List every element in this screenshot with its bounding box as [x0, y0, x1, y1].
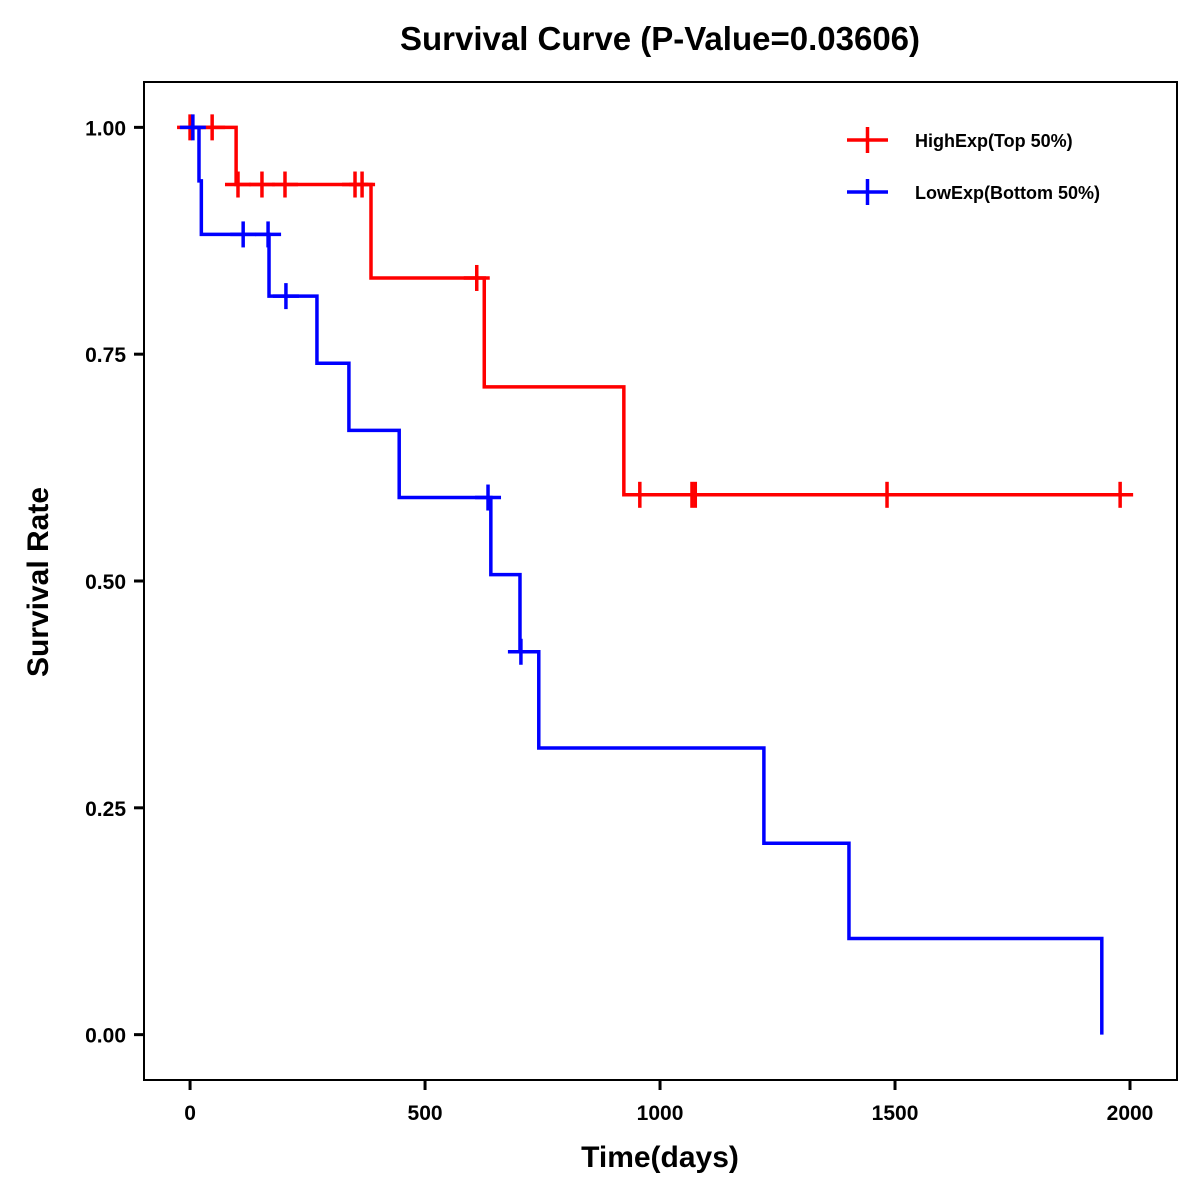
y-tick-label: 1.00 — [85, 117, 126, 140]
censor-mark — [271, 171, 298, 198]
y-tick-label: 0.75 — [85, 344, 126, 367]
legend-key-icon — [847, 179, 888, 205]
x-tick-label: 0 — [184, 1102, 196, 1125]
series-highexp — [177, 114, 1134, 508]
censor-mark — [1107, 481, 1134, 508]
censor-mark — [230, 221, 257, 248]
legend: HighExp(Top 50%) LowExp(Bottom 50%) — [847, 127, 1100, 205]
censor-mark — [874, 481, 901, 508]
legend-key-icon — [847, 127, 888, 153]
censor-mark — [255, 221, 282, 248]
x-axis: 0 500 1000 1500 2000 — [184, 1080, 1153, 1125]
legend-item: LowExp(Bottom 50%) — [847, 179, 1100, 205]
x-tick-label: 1000 — [637, 1102, 684, 1125]
x-tick-label: 1500 — [872, 1102, 919, 1125]
series-layer — [177, 114, 1134, 1035]
censor-mark — [349, 171, 376, 198]
legend-label: HighExp(Top 50%) — [915, 131, 1073, 151]
series-lowexp — [179, 114, 1104, 1035]
censor-mark — [224, 171, 251, 198]
x-axis-title: Time(days) — [581, 1141, 739, 1174]
legend-item: HighExp(Top 50%) — [847, 127, 1073, 153]
censor-mark — [507, 638, 534, 665]
y-tick-label: 0.00 — [85, 1025, 126, 1048]
survival-step-line — [190, 125, 1104, 1035]
censor-mark — [248, 171, 275, 198]
censor-mark — [463, 264, 490, 291]
x-tick-label: 2000 — [1107, 1102, 1154, 1125]
survival-step-line — [190, 125, 1130, 497]
y-tick-label: 0.25 — [85, 798, 126, 821]
y-axis: 0.00 0.25 0.50 0.75 1.00 — [85, 117, 144, 1048]
legend-label: LowExp(Bottom 50%) — [915, 183, 1100, 203]
censor-mark — [179, 114, 206, 141]
censor-mark — [682, 481, 709, 508]
censor-mark — [626, 481, 653, 508]
plot-frame — [143, 81, 1178, 1081]
censor-mark — [475, 484, 502, 511]
x-tick-label: 500 — [408, 1102, 443, 1125]
chart-title: Survival Curve (P-Value=0.03606) — [400, 20, 920, 57]
censor-mark — [272, 283, 299, 310]
y-tick-label: 0.50 — [85, 571, 126, 594]
y-axis-title: Survival Rate — [22, 487, 55, 677]
